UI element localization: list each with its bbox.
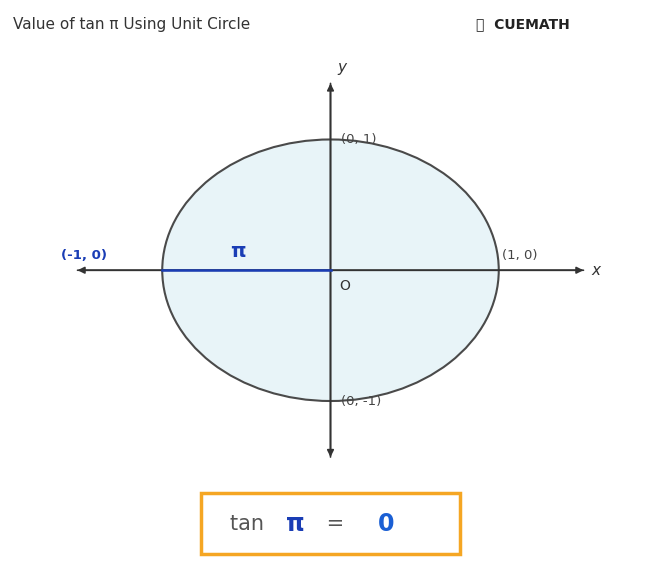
Text: π: π [286,512,304,535]
Text: tan: tan [230,513,270,534]
Text: 🚀  CUEMATH: 🚀 CUEMATH [476,17,570,31]
Text: (1, 0): (1, 0) [502,249,537,262]
Text: π: π [230,242,246,261]
Text: (-1, 0): (-1, 0) [61,249,107,262]
Text: O: O [339,279,350,293]
Text: Value of tan π Using Unit Circle: Value of tan π Using Unit Circle [13,17,251,32]
Text: (0, -1): (0, -1) [340,395,381,408]
Text: =: = [320,513,351,534]
Circle shape [162,140,499,401]
Text: y: y [337,60,346,75]
Text: x: x [592,263,600,278]
Text: (0, 1): (0, 1) [340,133,376,146]
Text: 0: 0 [378,512,395,535]
